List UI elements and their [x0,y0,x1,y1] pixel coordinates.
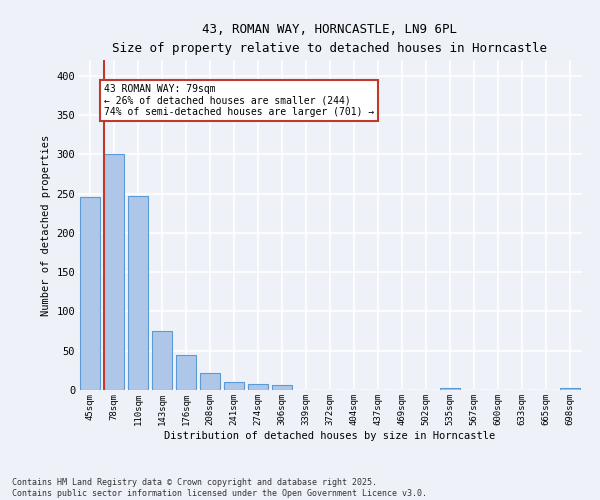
Bar [272,386,292,390]
Bar [224,382,244,390]
Y-axis label: Number of detached properties: Number of detached properties [41,134,51,316]
Bar [560,388,580,390]
Bar [248,384,268,390]
Bar [128,196,148,390]
Bar [104,154,124,390]
Text: Contains HM Land Registry data © Crown copyright and database right 2025.
Contai: Contains HM Land Registry data © Crown c… [12,478,427,498]
Bar [152,331,172,390]
Text: 43 ROMAN WAY: 79sqm
← 26% of detached houses are smaller (244)
74% of semi-detac: 43 ROMAN WAY: 79sqm ← 26% of detached ho… [104,84,374,117]
Bar [440,388,460,390]
Bar [176,354,196,390]
X-axis label: Distribution of detached houses by size in Horncastle: Distribution of detached houses by size … [164,430,496,440]
Bar [80,198,100,390]
Title: 43, ROMAN WAY, HORNCASTLE, LN9 6PL
Size of property relative to detached houses : 43, ROMAN WAY, HORNCASTLE, LN9 6PL Size … [113,22,548,54]
Bar [200,372,220,390]
